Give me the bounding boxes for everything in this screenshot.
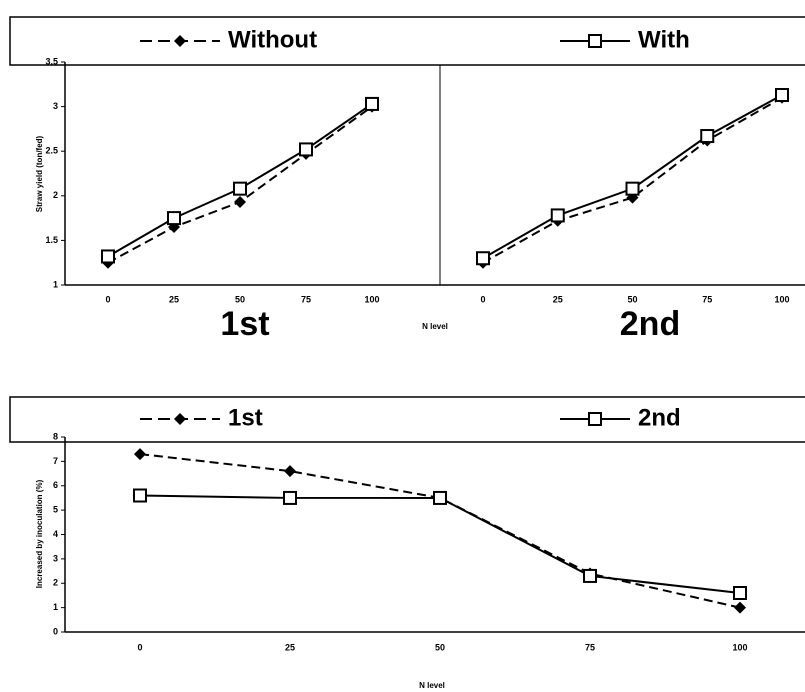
legend-marker xyxy=(588,412,602,426)
y-tick-label: 2 xyxy=(53,190,58,200)
marker xyxy=(365,96,379,111)
x-tick-label: 0 xyxy=(480,294,485,304)
y-tick-label: 2 xyxy=(53,578,58,588)
y-tick-label: 0 xyxy=(53,626,58,636)
x-tick-label: 75 xyxy=(702,294,712,304)
marker xyxy=(734,601,746,614)
marker xyxy=(775,88,789,103)
legend-marker xyxy=(174,413,186,425)
x-tick-label: 25 xyxy=(169,294,179,304)
legend-box xyxy=(9,396,805,443)
y-tick-label: 3.5 xyxy=(45,56,58,66)
y-tick-label: 1 xyxy=(53,602,58,612)
x-tick-label: 25 xyxy=(553,294,563,304)
x-axis-label: N level xyxy=(419,681,445,690)
legend-box xyxy=(9,16,805,66)
legend-label: Without xyxy=(228,26,317,53)
panel-label: 2nd xyxy=(620,305,680,343)
panel-label: 1st xyxy=(220,305,269,343)
marker xyxy=(233,181,247,196)
y-tick-label: 7 xyxy=(53,456,58,466)
marker xyxy=(433,490,447,505)
marker xyxy=(234,196,246,209)
x-tick-label: 100 xyxy=(774,294,789,304)
marker xyxy=(700,129,715,144)
series-line xyxy=(139,453,741,609)
x-tick-label: 75 xyxy=(585,642,595,652)
y-tick-label: 1.5 xyxy=(45,235,58,245)
x-tick-label: 100 xyxy=(364,294,379,304)
series-line xyxy=(139,494,741,594)
y-tick-label: 3 xyxy=(53,553,58,563)
legend-marker xyxy=(174,35,186,47)
y-tick-label: 8 xyxy=(53,431,58,441)
marker xyxy=(134,448,146,461)
marker xyxy=(550,208,565,223)
y-tick-label: 2.5 xyxy=(45,146,58,156)
marker xyxy=(625,181,640,196)
y-axis-label: Increased by inoculation (%) xyxy=(35,479,44,588)
marker xyxy=(583,568,597,583)
x-tick-label: 50 xyxy=(627,294,637,304)
y-tick-label: 5 xyxy=(53,505,58,515)
x-tick-label: 50 xyxy=(435,642,445,652)
marker xyxy=(167,211,181,226)
y-axis-label: Straw yield (ton/fed) xyxy=(35,135,44,212)
series-line xyxy=(482,94,783,260)
marker xyxy=(733,586,747,600)
x-tick-label: 75 xyxy=(301,294,311,304)
legend-label: With xyxy=(638,26,690,53)
x-axis-label: N level xyxy=(422,322,448,331)
y-tick-label: 3 xyxy=(53,101,58,111)
marker xyxy=(133,488,147,503)
series-line xyxy=(107,103,373,258)
y-tick-label: 1 xyxy=(53,279,58,289)
y-tick-label: 6 xyxy=(53,480,58,490)
x-tick-label: 0 xyxy=(137,642,142,652)
series-line xyxy=(482,96,783,264)
x-tick-label: 50 xyxy=(235,294,245,304)
legend-marker xyxy=(588,34,602,48)
legend-label: 1st xyxy=(228,404,263,431)
x-tick-label: 100 xyxy=(732,642,747,652)
marker xyxy=(299,142,313,157)
x-tick-label: 0 xyxy=(105,294,110,304)
legend-label: 2nd xyxy=(638,404,681,431)
marker xyxy=(476,251,490,266)
marker xyxy=(283,490,297,505)
marker xyxy=(284,465,296,478)
x-tick-label: 25 xyxy=(285,642,295,652)
marker xyxy=(101,249,115,264)
y-tick-label: 4 xyxy=(53,529,58,539)
